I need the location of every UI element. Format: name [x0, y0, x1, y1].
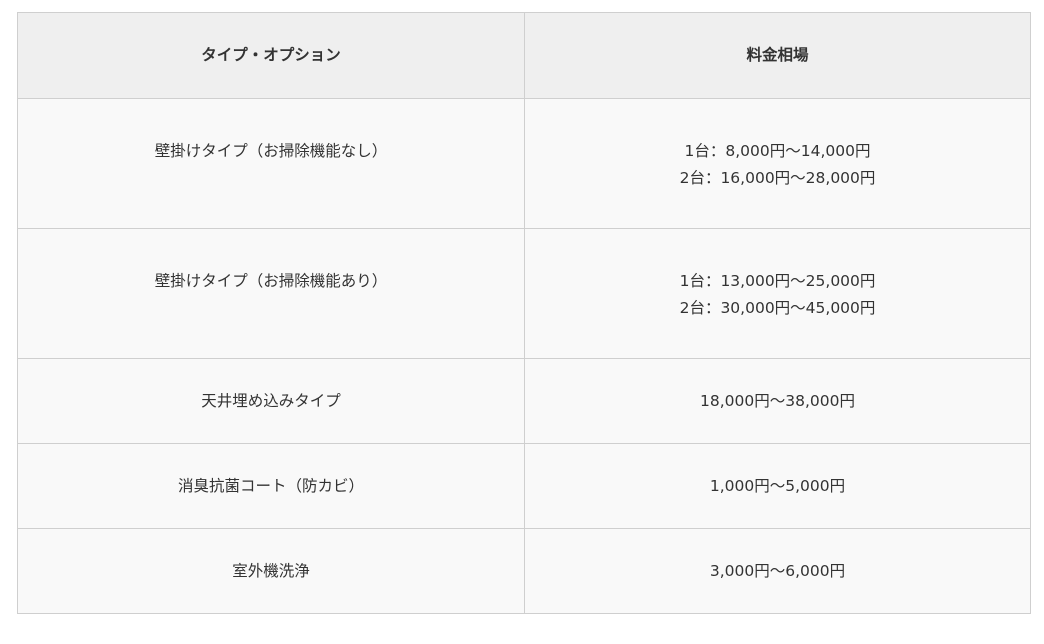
type-cell: 壁掛けタイプ（お掃除機能なし）	[17, 98, 525, 229]
price-cell: 1台：8,000円〜14,000円 2台：16,000円〜28,000円	[524, 98, 1031, 229]
price-cell: 18,000円〜38,000円	[524, 358, 1031, 444]
price-line: 2台：16,000円〜28,000円	[679, 169, 876, 187]
price-line: 18,000円〜38,000円	[700, 392, 855, 410]
price-line: 3,000円〜6,000円	[709, 562, 846, 580]
type-cell: 室外機洗浄	[17, 528, 525, 614]
header-type: タイプ・オプション	[17, 12, 525, 99]
price-line: 2台：30,000円〜45,000円	[679, 299, 876, 317]
table-row: 消臭抗菌コート（防カビ） 1,000円〜5,000円	[17, 443, 1031, 529]
price-cell: 3,000円〜6,000円	[524, 528, 1031, 614]
header-price: 料金相場	[524, 12, 1031, 99]
table-row: 壁掛けタイプ（お掃除機能あり） 1台：13,000円〜25,000円 2台：30…	[17, 228, 1031, 359]
price-cell: 1,000円〜5,000円	[524, 443, 1031, 529]
header-row: タイプ・オプション 料金相場	[17, 12, 1031, 99]
price-table: タイプ・オプション 料金相場 壁掛けタイプ（お掃除機能なし） 1台：8,000円…	[17, 12, 1031, 614]
type-cell: 壁掛けタイプ（お掃除機能あり）	[17, 228, 525, 359]
price-line: 1台：13,000円〜25,000円	[679, 272, 876, 290]
type-cell: 消臭抗菌コート（防カビ）	[17, 443, 525, 529]
price-line: 1,000円〜5,000円	[709, 477, 846, 495]
price-cell: 1台：13,000円〜25,000円 2台：30,000円〜45,000円	[524, 228, 1031, 359]
table-row: 壁掛けタイプ（お掃除機能なし） 1台：8,000円〜14,000円 2台：16,…	[17, 98, 1031, 229]
table-row: 室外機洗浄 3,000円〜6,000円	[17, 528, 1031, 614]
type-cell: 天井埋め込みタイプ	[17, 358, 525, 444]
table-row: 天井埋め込みタイプ 18,000円〜38,000円	[17, 358, 1031, 444]
price-line: 1台：8,000円〜14,000円	[684, 142, 871, 160]
